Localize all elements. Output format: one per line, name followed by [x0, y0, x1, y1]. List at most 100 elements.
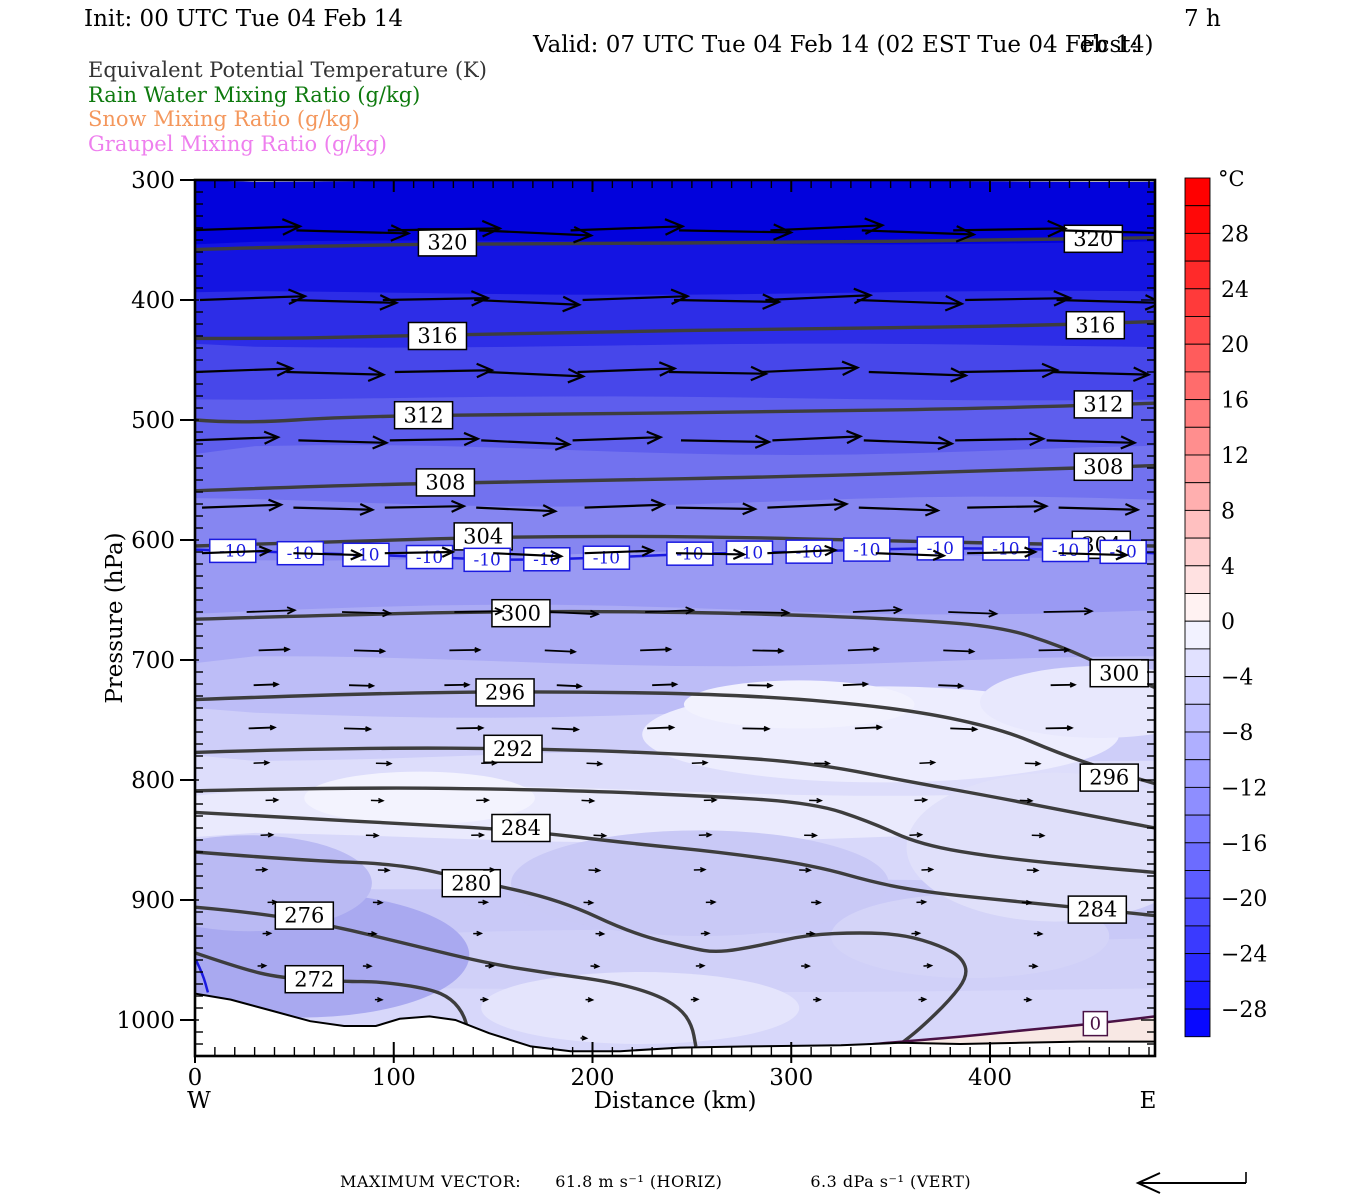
wind-arrow-shaft [760, 366, 858, 374]
wind-arrow-shaft [752, 649, 783, 652]
init-time-label: Init: 00 UTC Tue 04 Feb 14 [84, 6, 404, 32]
valid-time-label: Valid: 07 UTC Tue 04 Feb 14 (02 EST Tue … [533, 32, 1154, 58]
wind-arrow-shaft [449, 648, 480, 652]
theta-e-contour-308 [195, 463, 1155, 493]
wind-arrow-shaft [842, 683, 867, 687]
wind-arrow-shaft [680, 439, 770, 444]
wind-arrow-head [892, 605, 904, 615]
wind-arrow-shaft [551, 727, 578, 731]
max-vector-caption: MAXIMUM VECTOR: 61.8 m s⁻¹ (HORIZ) 6.3 dPa… [340, 1172, 971, 1191]
wind-arrow-head [692, 996, 700, 1003]
wind-arrow-shaft [586, 762, 602, 765]
wind-arrow-shaft [875, 552, 944, 557]
temperature-contour--10 [195, 959, 210, 993]
wind-arrow-head [569, 648, 577, 655]
wind-arrow-head [263, 760, 271, 766]
wind-arrow-head [385, 760, 393, 767]
wind-arrow-shaft [640, 648, 671, 652]
wind-arrow-head [376, 996, 384, 1003]
wind-arrow-head [1032, 867, 1040, 873]
wind-arrow-shaft [953, 227, 1066, 232]
wind-arrow-head [476, 362, 495, 379]
x-tick-label: 100 [372, 1065, 416, 1091]
wind-arrow-head [474, 647, 482, 653]
y-tick-label: 400 [131, 288, 175, 314]
wind-arrow-head [701, 760, 709, 766]
wind-arrow-head [1028, 431, 1046, 447]
wind-arrow-shaft [549, 611, 598, 616]
x-axis-title: Distance (km) [594, 1088, 757, 1114]
wind-arrow-head [1034, 760, 1042, 767]
colorbar-cell [1184, 565, 1211, 594]
colorbar-cell [1184, 343, 1211, 373]
wind-arrow-head [1069, 681, 1077, 688]
colorbar-cell [1184, 648, 1211, 678]
wind-arrow-shaft [1043, 610, 1092, 613]
wind-arrow-shaft [291, 298, 397, 304]
wind-arrow-head [368, 682, 376, 689]
wind-arrow-head [587, 899, 595, 906]
max-vector-vert: 6.3 dPa s⁻¹ (VERT) [810, 1172, 972, 1191]
wind-arrow-shaft [647, 726, 674, 730]
contour-label-text: -10 [853, 540, 880, 560]
wind-arrow-head [365, 726, 373, 732]
wind-arrow-head [470, 290, 491, 307]
contour-label-text: -10 [927, 539, 954, 559]
contour-label-box [843, 537, 891, 562]
wind-arrow-shaft [581, 799, 594, 802]
wind-arrow-shaft [389, 437, 478, 442]
contour-label-box [441, 868, 502, 898]
contour-label-box [1089, 658, 1149, 688]
colorbar-cell [1184, 537, 1211, 567]
colorbar-unit: °C [1218, 167, 1245, 191]
colorbar-cell [1184, 925, 1211, 955]
wind-arrow-shaft [258, 648, 289, 652]
wind-arrow-shaft [740, 611, 789, 614]
wind-arrow-shaft [1056, 298, 1155, 304]
wind-arrow-head [685, 606, 696, 615]
legend: Equivalent Potential Temperature (K) Rai… [88, 58, 487, 156]
wind-arrow-head [762, 293, 782, 310]
wind-arrow-head [914, 930, 922, 937]
wind-arrow-head [1120, 435, 1138, 450]
wind-arrow-shaft [847, 648, 878, 652]
wind-arrow-shaft [854, 726, 881, 730]
y-tick-label: 900 [131, 888, 175, 914]
wind-arrow-head [550, 550, 564, 562]
wind-arrow-head [587, 997, 595, 1003]
contour-label-text: -10 [473, 551, 500, 571]
wind-arrow-shaft [479, 229, 592, 237]
wind-arrow-head [754, 434, 772, 449]
wind-arrow-head [572, 726, 580, 733]
wind-arrow-shaft [582, 295, 688, 302]
wind-vectors [195, 217, 1155, 1041]
wind-arrow-head [805, 867, 812, 873]
wind-arrow-head [920, 899, 928, 905]
wind-arrow-head [664, 218, 686, 236]
wind-arrow-head [288, 288, 308, 306]
wind-arrow-head [258, 545, 273, 557]
wind-arrow-head [594, 867, 602, 874]
contour-label-box [415, 468, 476, 497]
wind-arrow-shaft [556, 684, 581, 688]
wind-arrow-shaft [570, 225, 683, 232]
theta-e-contour-288 [195, 786, 1155, 875]
wind-arrow-head [488, 963, 496, 969]
wind-arrow-shaft [919, 761, 935, 764]
contour-label-text: -10 [1052, 541, 1079, 561]
wind-arrow-head [1132, 366, 1152, 382]
wind-arrow-head [750, 365, 769, 382]
y-tick-label: 500 [131, 408, 175, 434]
contour-label-box [1041, 537, 1090, 563]
wind-arrow-shaft [286, 370, 384, 376]
wind-arrow-shaft [668, 370, 767, 375]
wind-arrow-shaft [960, 369, 1058, 374]
contour-label-text: 0 [1090, 1014, 1101, 1035]
max-vector-horiz: 61.8 m s⁻¹ (HORIZ) [555, 1172, 723, 1191]
axes: 0 100 200 300 400 300 400 500 600 700 800 900 1000 Di… [102, 168, 1156, 1114]
wind-arrow-shaft [943, 649, 974, 653]
wind-arrow-shaft [474, 298, 580, 306]
wind-arrow-shaft [772, 435, 861, 442]
contour-label-text: 296 [1089, 766, 1129, 790]
wind-arrow-head [367, 366, 387, 382]
